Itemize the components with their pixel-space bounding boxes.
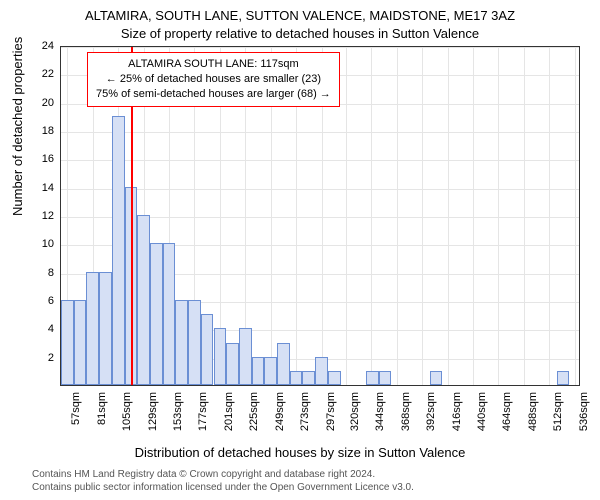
histogram-bar [264,357,277,385]
grid-line-h [61,132,579,133]
y-tick-label: 8 [24,267,54,279]
grid-line-v [473,47,474,385]
y-tick-label: 14 [24,182,54,194]
y-tick-label: 4 [24,323,54,335]
x-tick-label: 297sqm [325,392,337,431]
x-tick-label: 153sqm [172,392,184,431]
grid-line-h [61,189,579,190]
y-tick-label: 2 [24,352,54,364]
x-tick-label: 81sqm [96,392,108,425]
annotation-line: ← 25% of detached houses are smaller (23… [96,72,331,87]
histogram-bar [74,300,87,385]
histogram-bar [214,328,227,385]
credit-line2: Contains public sector information licen… [32,481,414,494]
histogram-bar [277,343,290,386]
grid-line-v [448,47,449,385]
y-tick-label: 18 [24,125,54,137]
histogram-bar [239,328,252,385]
x-tick-label: 464sqm [501,392,513,431]
grid-line-v [397,47,398,385]
grid-line-v [371,47,372,385]
x-tick-label: 249sqm [274,392,286,431]
histogram-bar [328,371,341,385]
x-tick-label: 273sqm [299,392,311,431]
x-tick-label: 129sqm [147,392,159,431]
x-tick-label: 201sqm [223,392,235,431]
histogram-bar [557,371,570,385]
histogram-bar [163,243,176,385]
grid-line-v [549,47,550,385]
y-tick-label: 6 [24,295,54,307]
x-tick-label: 392sqm [425,392,437,431]
x-tick-label: 344sqm [374,392,386,431]
x-tick-label: 440sqm [476,392,488,431]
grid-line-v [498,47,499,385]
y-tick-label: 22 [24,68,54,80]
grid-line-v [422,47,423,385]
x-tick-label: 416sqm [451,392,463,431]
chart-title-desc: Size of property relative to detached ho… [0,26,600,41]
histogram-bar [302,371,315,385]
histogram-bar [112,116,125,385]
histogram-bar [175,300,188,385]
x-axis-label: Distribution of detached houses by size … [0,445,600,460]
y-tick-label: 12 [24,210,54,222]
histogram-bar [86,272,99,385]
x-tick-label: 512sqm [552,392,564,431]
y-tick-label: 20 [24,97,54,109]
histogram-bar [99,272,112,385]
annotation-box: ALTAMIRA SOUTH LANE: 117sqm← 25% of deta… [87,52,340,107]
histogram-bar [430,371,443,385]
grid-line-v [346,47,347,385]
histogram-bar [315,357,328,385]
credit-line1: Contains HM Land Registry data © Crown c… [32,468,414,481]
grid-line-v [575,47,576,385]
histogram-bar [290,371,303,385]
annotation-line: ALTAMIRA SOUTH LANE: 117sqm [96,57,331,72]
histogram-bar [61,300,74,385]
annotation-line: 75% of semi-detached houses are larger (… [96,87,331,102]
histogram-bar [366,371,379,385]
y-tick-label: 16 [24,153,54,165]
x-tick-label: 320sqm [349,392,361,431]
chart-title-address: ALTAMIRA, SOUTH LANE, SUTTON VALENCE, MA… [0,8,600,23]
grid-line-h [61,160,579,161]
histogram-bar [150,243,163,385]
histogram-bar [201,314,214,385]
y-axis-label: Number of detached properties [10,37,25,216]
histogram-bar [188,300,201,385]
grid-line-h [61,47,579,48]
credits: Contains HM Land Registry data © Crown c… [32,468,414,494]
x-tick-label: 488sqm [527,392,539,431]
histogram-bar [137,215,150,385]
x-tick-label: 105sqm [121,392,133,431]
y-tick-label: 10 [24,238,54,250]
x-tick-label: 57sqm [70,392,82,425]
x-tick-label: 225sqm [248,392,260,431]
x-tick-label: 177sqm [197,392,209,431]
histogram-bar [379,371,392,385]
histogram-bar [252,357,265,385]
x-tick-label: 536sqm [578,392,590,431]
y-tick-label: 24 [24,40,54,52]
x-tick-label: 368sqm [400,392,412,431]
histogram-bar [226,343,239,386]
grid-line-v [524,47,525,385]
